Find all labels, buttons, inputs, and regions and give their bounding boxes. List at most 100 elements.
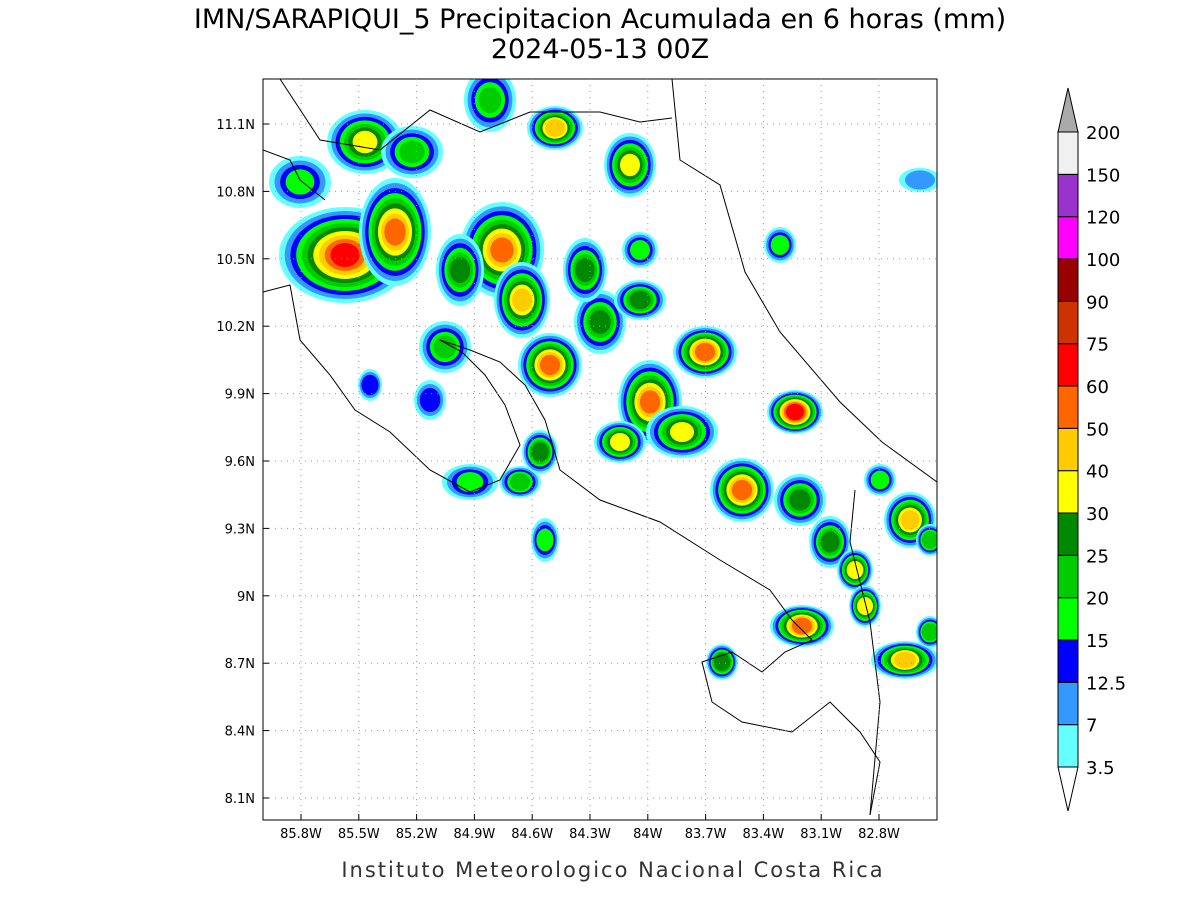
lat-label: 9N	[237, 590, 255, 605]
lon-label: 85.2W	[396, 827, 438, 842]
lon-label: 85.5W	[338, 827, 380, 842]
colorbar-box	[1057, 385, 1079, 429]
map-frame	[262, 78, 938, 821]
precip-contour	[820, 531, 840, 553]
precip-contour	[770, 235, 790, 255]
colorbar-label: 20	[1086, 589, 1109, 610]
colorbar-label: 40	[1086, 462, 1109, 483]
pacific-coast	[263, 284, 881, 816]
lat-label: 10.2N	[216, 320, 255, 335]
precip-contour	[531, 442, 549, 462]
precip-contour	[361, 374, 379, 396]
lon-label: 84.3W	[569, 827, 611, 842]
precip-contour	[900, 510, 920, 530]
precip-field	[269, 79, 937, 680]
colorbar-label: 25	[1086, 546, 1109, 567]
lon-label: 84.9W	[453, 827, 495, 842]
precip-contour	[449, 257, 471, 283]
precip-contour	[629, 290, 651, 310]
lon-label: 82.8W	[858, 827, 900, 842]
precip-contour	[713, 653, 731, 671]
colorbar-box	[1057, 258, 1079, 302]
precip-contour	[670, 422, 694, 442]
precip-contour	[384, 218, 406, 246]
colorbar-box	[1057, 216, 1079, 260]
precip-contour	[870, 470, 890, 490]
precip-contour	[630, 240, 650, 260]
colorbar-label: 7	[1086, 716, 1097, 737]
precip-contour	[785, 403, 805, 421]
subtitle: 2024-05-13 00Z	[491, 34, 709, 65]
lon-label: 83.7W	[685, 827, 727, 842]
colorbar-box	[1057, 343, 1079, 387]
precip-contour	[610, 433, 630, 451]
precip-contour	[539, 354, 561, 376]
colorbar-box	[1057, 300, 1079, 345]
lon-label: 83.4W	[742, 827, 784, 842]
lon-label: 84.6W	[511, 827, 553, 842]
lon-label: 85.8W	[280, 827, 322, 842]
lat-label: 10.8N	[216, 185, 255, 200]
coastlines	[263, 79, 937, 816]
colorbar-box	[1057, 131, 1079, 175]
lat-label: 10.5N	[216, 253, 255, 268]
precip-contour	[575, 258, 595, 282]
colorbar-box	[1057, 470, 1079, 514]
precip-contour	[639, 390, 661, 414]
lat-label: 9.9N	[225, 388, 255, 403]
precip-contour	[330, 243, 360, 267]
colorbar-box	[1057, 173, 1079, 218]
colorbar-label: 60	[1086, 377, 1109, 398]
precip-contour	[285, 169, 315, 195]
caribbean-coast	[671, 79, 937, 483]
precip-contour	[478, 86, 502, 114]
precip-contour	[620, 153, 640, 177]
lat-label: 9.3N	[225, 522, 255, 537]
precip-contour	[419, 388, 441, 412]
colorbar-box	[1057, 681, 1079, 726]
colorbar-box	[1057, 639, 1079, 683]
colorbar-label: 75	[1086, 335, 1109, 356]
colorbar-label: 120	[1086, 208, 1120, 229]
nicaragua-border	[279, 79, 673, 151]
precip-contour	[905, 170, 935, 190]
precip-contour	[789, 489, 811, 511]
precip-contour	[456, 472, 484, 492]
precip-contour	[921, 531, 937, 549]
precip-contour	[846, 561, 864, 579]
colorbar-under	[1057, 766, 1079, 812]
lat-label: 9.6N	[225, 455, 255, 470]
precip-contour	[589, 310, 611, 334]
precip-contour	[545, 119, 565, 137]
colorbar-label: 50	[1086, 419, 1109, 440]
precip-contour	[512, 288, 532, 312]
precip-contour	[352, 130, 378, 154]
precip-contour	[536, 528, 554, 552]
precip-contour	[731, 479, 753, 501]
colorbar-over	[1057, 87, 1079, 133]
precip-contour	[490, 237, 514, 263]
panama-border	[849, 489, 881, 816]
lat-label: 8.1N	[225, 792, 255, 807]
colorbar-box	[1057, 554, 1079, 599]
colorbar-label: 30	[1086, 504, 1109, 525]
lat-label: 11.1N	[216, 118, 255, 133]
lon-label: 83.1W	[800, 827, 842, 842]
title: IMN/SARAPIQUI_5 Precipitacion Acumulada …	[194, 4, 1006, 35]
colorbar-box	[1057, 724, 1079, 768]
precip-contour	[921, 623, 937, 641]
colorbar-box	[1057, 597, 1079, 641]
lat-label: 8.7N	[225, 657, 255, 672]
precip-contour	[791, 617, 813, 635]
lat-label: 8.4N	[225, 725, 255, 740]
lon-label: 84W	[633, 827, 663, 842]
colorbar-label: 15	[1086, 631, 1109, 652]
nicaragua-lake	[263, 149, 326, 201]
colorbar-box	[1057, 512, 1079, 556]
precip-contour	[857, 597, 873, 615]
precip-contour	[509, 473, 531, 491]
colorbar-label: 150	[1086, 165, 1120, 186]
footer: Instituto Meteorologico Nacional Costa R…	[341, 858, 884, 882]
colorbar-label: 100	[1086, 250, 1120, 271]
